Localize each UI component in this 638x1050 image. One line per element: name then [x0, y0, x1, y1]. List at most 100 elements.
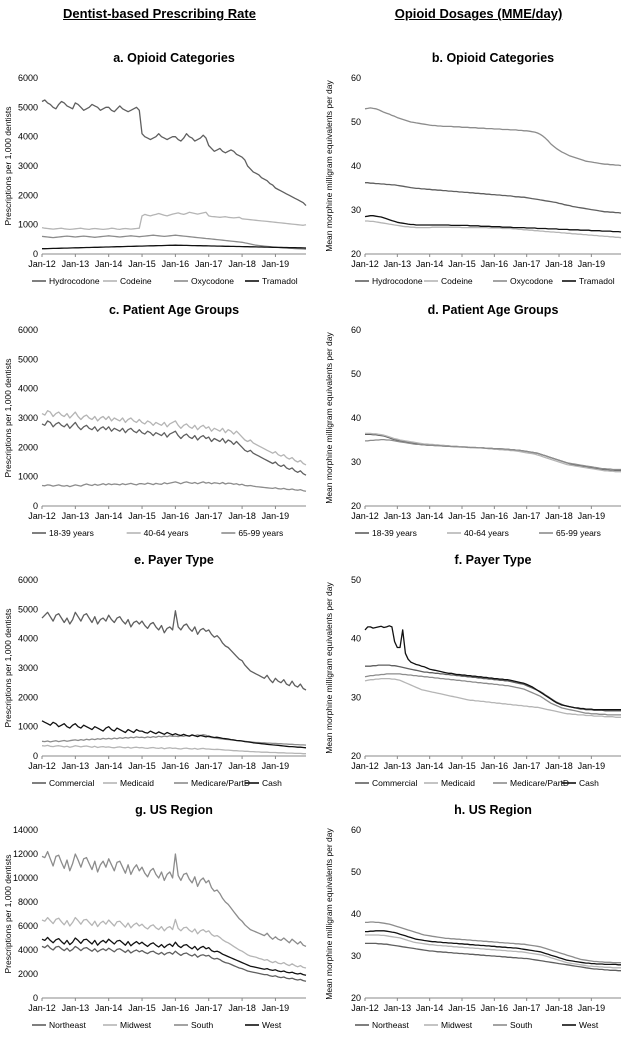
legend-label-south: South — [510, 1020, 532, 1030]
x-tick-label: Jan-16 — [162, 761, 190, 771]
series-line-oxycodone — [364, 107, 622, 167]
y-tick-label: 50 — [351, 867, 361, 877]
chart-c-patient-age-prescribing: c. Patient Age Groups 0 1000 2000 3000 4000 50… — [3, 303, 307, 538]
series-line-codeine — [41, 211, 307, 231]
y-axis-label: Prescriptions per 1,000 dentists — [3, 854, 13, 973]
legend-label-oxycodone: Oxycodone — [191, 276, 234, 286]
x-tick-label: Jan-14 — [95, 761, 123, 771]
series-line-cash — [364, 625, 621, 711]
y-axis-label: Prescriptions per 1,000 dentists — [3, 358, 13, 477]
legend-label-medicare-partd: Medicare/PartD — [510, 778, 569, 788]
x-tick-label: Jan-14 — [95, 511, 123, 521]
x-tick-label: Jan-17 — [513, 259, 541, 269]
x-tick-label: Jan-16 — [162, 259, 190, 269]
chart-h-us-region-dosage: h. US Region 20 30 40 50 60 Jan-12 Jan-13 Jan-14… — [324, 803, 621, 1030]
y-tick-label: 5000 — [18, 354, 38, 364]
x-tick-label: Jan-13 — [384, 761, 412, 771]
x-tick-label: Jan-19 — [262, 1003, 290, 1013]
legend-label-south: South — [191, 1020, 213, 1030]
y-tick-label: 40 — [351, 161, 361, 171]
x-tick-label: Jan-12 — [28, 1003, 56, 1013]
y-tick-label: 12000 — [13, 849, 38, 859]
x-tick-label: Jan-14 — [95, 1003, 123, 1013]
y-tick-label: 2000 — [18, 190, 38, 200]
x-tick-label: Jan-13 — [62, 761, 90, 771]
y-tick-label: 40 — [351, 634, 361, 644]
series-line-commercial — [41, 610, 307, 691]
series-line-tramadol — [42, 244, 307, 250]
y-tick-label: 2000 — [18, 442, 38, 452]
x-tick-label: Jan-15 — [448, 259, 476, 269]
x-tick-label: Jan-18 — [228, 511, 256, 521]
x-tick-label: Jan-12 — [28, 511, 56, 521]
x-tick-label: Jan-15 — [128, 259, 156, 269]
y-tick-label: 4000 — [18, 945, 38, 955]
y-tick-label: 4000 — [18, 634, 38, 644]
y-tick-label: 50 — [351, 369, 361, 379]
y-tick-label: 60 — [351, 73, 361, 83]
x-tick-label: Jan-18 — [545, 259, 573, 269]
legend-label-cash: Cash — [262, 778, 282, 788]
y-axis-label: Mean morphine milligram equivalents per … — [324, 582, 334, 754]
series-line-40-64-years — [41, 410, 307, 466]
x-tick-label: Jan-17 — [195, 259, 223, 269]
x-tick-label: Jan-16 — [481, 761, 509, 771]
y-tick-label: 20 — [351, 751, 361, 761]
y-tick-label: 40 — [351, 413, 361, 423]
series-line-medicare-partd — [41, 733, 307, 746]
chart-a-opioid-categories-prescribing: a. Opioid Categories 0 1000 2000 3000 4000 500… — [3, 51, 307, 286]
legend-label-medicare-partd: Medicare/PartD — [191, 778, 250, 788]
x-tick-label: Jan-19 — [262, 259, 290, 269]
legend-label-65-99-years: 65-99 years — [556, 528, 601, 538]
chart-d-patient-age-dosage: d. Patient Age Groups 20 30 40 50 60 Jan-12 Jan… — [324, 303, 621, 538]
x-tick-label: Jan-13 — [62, 1003, 90, 1013]
series-line-oxycodone — [41, 234, 307, 250]
chart-title: e. Payer Type — [134, 553, 214, 567]
y-axis-label: Mean morphine milligram equivalents per … — [324, 828, 334, 1000]
x-tick-label: Jan-17 — [195, 1003, 223, 1013]
x-tick-label: Jan-13 — [62, 511, 90, 521]
legend-label-cash: Cash — [579, 778, 599, 788]
series-line-codeine — [365, 220, 622, 239]
right-column-header: Opioid Dosages (MME/day) — [394, 6, 563, 21]
x-tick-label: Jan-14 — [416, 1003, 444, 1013]
series-line-northeast — [365, 942, 621, 972]
y-tick-label: 8000 — [18, 897, 38, 907]
y-axis-label: Mean morphine milligram equivalents per … — [324, 80, 334, 252]
chart-f-payer-type-dosage: f. Payer Type 20 30 40 50 Jan-12 Jan-13 Jan-14 J… — [324, 553, 621, 788]
legend-label-commercial: Commercial — [372, 778, 417, 788]
legend-label-medicaid: Medicaid — [120, 778, 154, 788]
series-line-medicare-partd — [364, 673, 621, 716]
x-tick-label: Jan-15 — [128, 511, 156, 521]
legend-label-40-64-years: 40-64 years — [144, 528, 189, 538]
legend-label-18-39-years: 18-39 years — [49, 528, 94, 538]
y-tick-label: 20 — [351, 993, 361, 1003]
chart-e-payer-type-prescribing: e. Payer Type 0 1000 2000 3000 4000 5000 6000 Ja… — [3, 553, 307, 788]
x-tick-label: Jan-17 — [513, 511, 541, 521]
series-line-tramadol — [364, 215, 622, 233]
legend-label-65-99-years: 65-99 years — [238, 528, 283, 538]
chart-title: h. US Region — [454, 803, 532, 817]
series-line-medicaid — [364, 677, 621, 718]
chart-title: b. Opioid Categories — [432, 51, 554, 65]
x-tick-label: Jan-18 — [228, 761, 256, 771]
x-tick-label: Jan-18 — [545, 1003, 573, 1013]
series-line-medicaid — [41, 744, 306, 755]
legend-label-codeine: Codeine — [120, 276, 152, 286]
legend-label-tramadol: Tramadol — [579, 276, 615, 286]
x-tick-label: Jan-17 — [513, 761, 541, 771]
legend-label-northeast: Northeast — [49, 1020, 86, 1030]
y-tick-label: 2000 — [18, 692, 38, 702]
x-tick-label: Jan-17 — [195, 761, 223, 771]
x-tick-label: Jan-12 — [351, 1003, 379, 1013]
y-axis-label: Prescriptions per 1,000 dentists — [3, 106, 13, 225]
x-tick-label: Jan-16 — [162, 511, 190, 521]
y-tick-label: 60 — [351, 825, 361, 835]
y-tick-label: 2000 — [18, 969, 38, 979]
chart-title: g. US Region — [135, 803, 213, 817]
x-tick-label: Jan-13 — [62, 259, 90, 269]
y-tick-label: 3000 — [18, 161, 38, 171]
x-tick-label: Jan-16 — [481, 259, 509, 269]
y-tick-label: 4000 — [18, 132, 38, 142]
series-line-west — [41, 936, 307, 976]
